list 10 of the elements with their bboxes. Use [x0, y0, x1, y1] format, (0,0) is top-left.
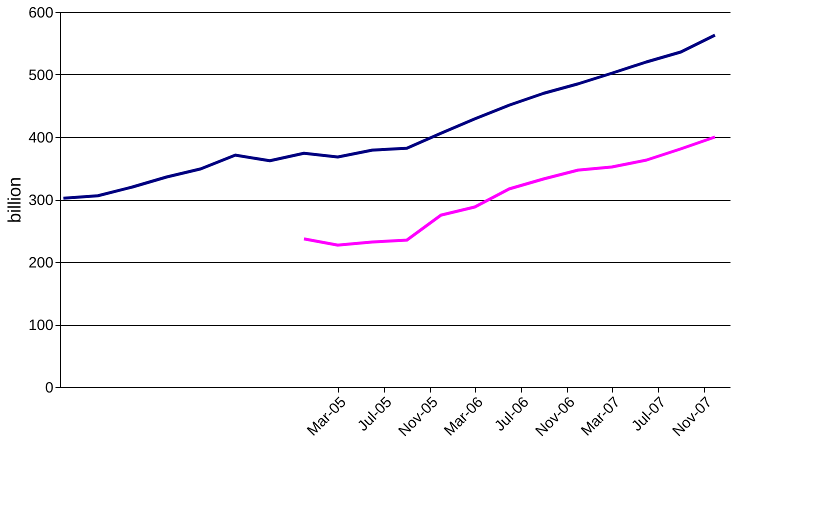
y-tick-label: 500 — [28, 67, 54, 84]
y-tick-label: 300 — [28, 192, 54, 209]
y-axis-title: billion — [4, 176, 24, 224]
line-series — [302, 136, 716, 247]
y-tick-label: 400 — [28, 130, 54, 146]
y-tick-label: 200 — [28, 254, 54, 272]
line-series — [62, 34, 716, 200]
y-tick-label: 100 — [28, 317, 54, 334]
y-tick-label: 0 — [45, 380, 54, 396]
y-tick-label: 600 — [28, 4, 54, 22]
